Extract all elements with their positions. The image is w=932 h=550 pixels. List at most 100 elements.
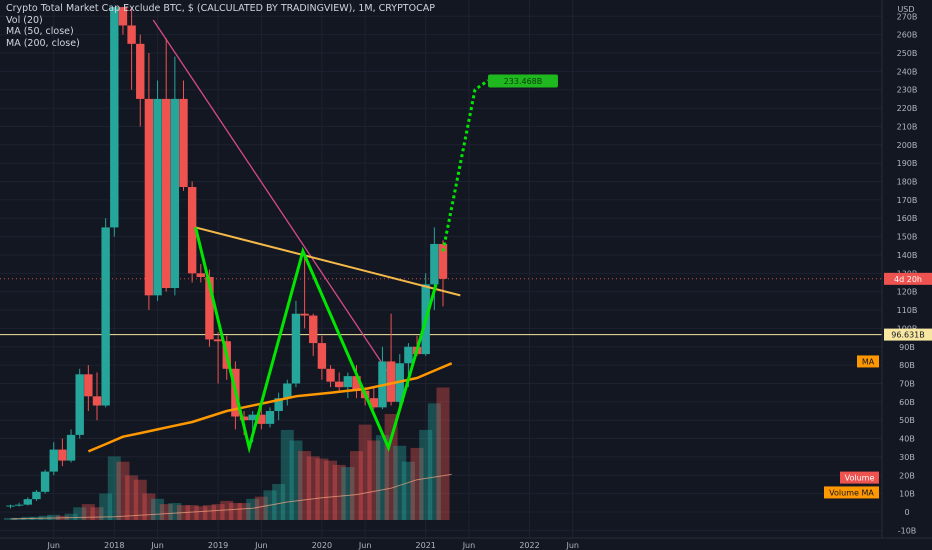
candle-up — [170, 98, 180, 289]
volume-bar — [419, 429, 433, 520]
volume-bar — [341, 467, 355, 520]
price-tick: 250B — [897, 49, 918, 58]
volume-bar — [211, 504, 225, 520]
price-tick: 0 — [904, 508, 909, 517]
candle-down — [92, 396, 102, 406]
resistance-line — [195, 226, 461, 297]
volume-bar — [125, 475, 139, 520]
price-tick: 70B — [899, 379, 915, 388]
time-tick: Jun — [462, 541, 476, 550]
price-tick: 270B — [897, 12, 918, 21]
ma50-line — [87, 362, 453, 453]
volume-bar — [393, 445, 407, 520]
volume-bar — [306, 456, 320, 520]
ma50-path — [87, 362, 453, 453]
time-tick: 2020 — [312, 541, 332, 550]
candle-down — [239, 416, 249, 421]
price-tick: 120B — [897, 288, 918, 297]
volume-bar — [159, 504, 173, 520]
price-tick: 180B — [897, 178, 918, 187]
volume-bar — [298, 451, 312, 520]
volume-badge: Volume — [845, 474, 875, 483]
price-tick: 60B — [899, 398, 915, 407]
volume-bar — [237, 503, 251, 520]
price-tick: 190B — [897, 159, 918, 168]
level-badge: 96.631B — [891, 331, 924, 340]
price-tick: -10B — [898, 526, 917, 535]
legend-vol: Vol (20) — [6, 14, 43, 26]
candlesticks[interactable] — [6, 7, 448, 509]
volume-bar — [99, 493, 113, 520]
volume-bar — [246, 498, 260, 520]
volume-ma-badge-bg — [824, 486, 879, 499]
candle-up — [274, 398, 283, 412]
candle-up — [49, 449, 58, 472]
volume-bar — [168, 503, 182, 520]
volume-bar — [185, 505, 199, 520]
volume-bar — [324, 460, 338, 520]
candle-up — [23, 499, 32, 505]
price-tick: 210B — [897, 122, 918, 131]
level-badge-bg — [884, 328, 932, 341]
time-axis[interactable]: Jun 2018 Jun 2019 Jun 2020 Jun 2021 Jun 2022 Jun — [0, 537, 932, 550]
currency-label: USD — [897, 5, 914, 14]
target-label: 233.468B — [504, 77, 543, 86]
time-tick: 2022 — [519, 541, 539, 550]
target-label-bg — [487, 74, 558, 88]
candle-down — [136, 43, 145, 99]
volume-bar — [228, 503, 242, 520]
volume-bar — [133, 479, 147, 520]
candle-up — [283, 383, 292, 399]
candle-down — [386, 361, 396, 402]
current-price-badge: 4d 20h — [894, 275, 922, 284]
volume-ma-line — [10, 473, 452, 520]
price-tick: 230B — [897, 86, 918, 95]
volume-bar — [401, 461, 415, 520]
price-tick: 50B — [899, 416, 915, 425]
time-tick: 2018 — [104, 541, 124, 550]
pattern-annotations[interactable]: 233.468B — [194, 74, 558, 454]
price-tick: 170B — [897, 196, 918, 205]
chart-legend: Crypto Total Market Cap Exclude BTC, $ (… — [6, 3, 435, 49]
candle-up — [40, 471, 50, 492]
price-tick: 200B — [897, 141, 918, 150]
volume-bar — [384, 414, 398, 520]
time-tick: Jun — [150, 541, 164, 550]
candle-up — [153, 98, 162, 296]
volume-bar — [280, 429, 294, 520]
time-tick: 2021 — [416, 541, 436, 550]
volume-bar — [194, 506, 208, 520]
price-tick: 260B — [897, 31, 918, 40]
candle-up — [66, 434, 76, 461]
price-tick: 80B — [899, 361, 915, 370]
volume-bar — [116, 461, 130, 520]
volume-ma-badge: Volume MA — [829, 488, 874, 497]
volume-bar — [367, 440, 381, 520]
candle-up — [32, 491, 41, 500]
legend-title: Crypto Total Market Cap Exclude BTC, $ (… — [6, 3, 435, 14]
candle-down — [58, 449, 67, 461]
volume-bar — [375, 435, 389, 520]
price-tick: 90B — [899, 343, 915, 352]
candle-up — [430, 243, 439, 285]
candle-down — [205, 276, 214, 340]
candle-down — [257, 414, 266, 424]
time-tick: 2019 — [208, 541, 228, 550]
double-bottom-pattern — [194, 227, 438, 454]
price-tick: 140B — [897, 251, 918, 260]
price-tick: 160B — [897, 214, 918, 223]
candle-up — [265, 411, 275, 424]
axis-badges: 4d 20h 96.631B MA Volume Volume MA — [824, 272, 932, 499]
candle-up — [248, 414, 257, 421]
candle-down — [127, 25, 136, 44]
volume-bar — [332, 464, 346, 520]
volume-bar — [436, 387, 450, 520]
candle-up — [75, 374, 84, 435]
time-tick: Jun — [358, 541, 372, 550]
time-tick: Jun — [47, 541, 61, 550]
candle-down — [326, 368, 335, 382]
price-tick: 20B — [899, 471, 915, 480]
candle-down — [213, 339, 223, 342]
volume-bar — [254, 496, 268, 520]
